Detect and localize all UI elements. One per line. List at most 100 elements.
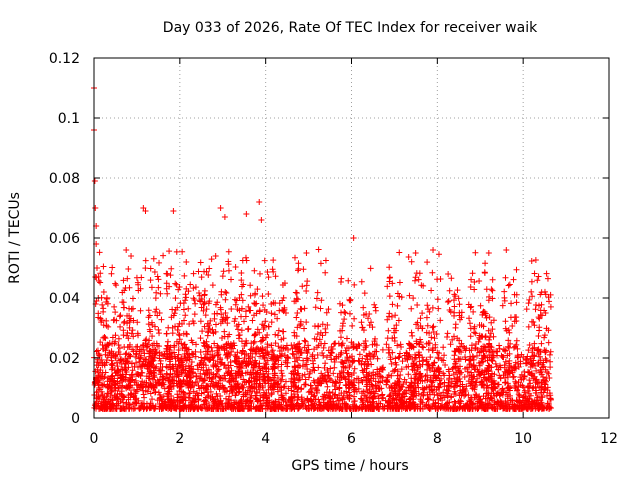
data-point-bg [395, 354, 402, 361]
data-point-bg [117, 356, 124, 363]
data-point-bg [431, 359, 438, 366]
data-point-bg [190, 405, 197, 412]
data-point-bg [291, 329, 298, 336]
data-point-bg [346, 354, 353, 361]
data-point-bg [115, 342, 122, 349]
data-point-bg [393, 382, 400, 389]
data-point-bg [429, 304, 436, 311]
data-point-bg [168, 353, 175, 360]
data-point-bg [291, 341, 298, 348]
data-point-bg [384, 283, 391, 290]
data-point-bg [331, 359, 338, 366]
data-point-bg [451, 291, 458, 298]
data-point-bg [312, 304, 319, 311]
data-point-bg [407, 354, 414, 361]
data-point-bg [466, 401, 473, 408]
data-point-bg [498, 399, 505, 406]
data-point-bg [108, 388, 115, 395]
data-point-bg [265, 380, 272, 387]
data-point-bg [468, 342, 475, 349]
data-point-bg [496, 372, 503, 379]
data-point-bg [98, 356, 105, 363]
data-point [94, 265, 101, 271]
data-point-bg [124, 275, 131, 282]
data-point-bg [110, 317, 117, 324]
data-point-bg [239, 381, 246, 388]
data-point-bg [507, 314, 514, 321]
data-point-bg [541, 332, 548, 339]
data-point-bg [461, 392, 468, 399]
data-point-bg [334, 373, 341, 380]
data-point-bg [521, 389, 528, 396]
data-point-bg [272, 356, 279, 363]
data-point-bg [125, 364, 132, 371]
data-point-bg [186, 365, 193, 372]
data-point-bg [379, 403, 386, 410]
data-point-bg [117, 323, 124, 330]
data-point-bg [431, 335, 438, 342]
data-point-bg [214, 393, 221, 400]
data-point-bg [471, 325, 478, 332]
data-point-bg [408, 258, 415, 265]
x-tick-label: 0 [90, 431, 99, 447]
data-point-bg [279, 404, 286, 411]
data-point-bg [135, 364, 142, 371]
data-point-bg [142, 257, 149, 264]
data-point-bg [403, 387, 410, 394]
data-point-bg [95, 385, 102, 392]
data-point-bg [113, 359, 120, 366]
data-point-bg [248, 405, 255, 412]
data-point-bg [205, 366, 212, 373]
data-point-bg [346, 382, 353, 389]
data-point-bg [534, 277, 541, 284]
data-point-bg [543, 392, 550, 399]
data-point-bg [97, 270, 104, 277]
data-point-bg [500, 354, 507, 361]
data-point-bg [295, 377, 302, 384]
data-point-bg [329, 389, 336, 396]
data-point-bg [529, 385, 536, 392]
data-point-bg [221, 361, 228, 368]
data-point-bg [423, 402, 430, 409]
data-point-bg [436, 390, 443, 397]
data-point-bg [461, 373, 468, 380]
data-point-bg [318, 340, 325, 347]
data-point-bg [126, 353, 133, 360]
data-point-bg [290, 351, 297, 358]
data-point-bg [268, 300, 275, 307]
data-point-bg [280, 384, 287, 391]
data-point-bg [279, 328, 286, 335]
data-point-bg [454, 374, 461, 381]
data-point-bg [466, 364, 473, 371]
data-point-bg [256, 386, 263, 393]
data-point-bg [546, 374, 553, 381]
data-point-bg [518, 405, 525, 412]
data-point-bg [262, 377, 269, 384]
data-point-bg [175, 351, 182, 358]
data-point-bg [496, 404, 503, 411]
data-point-bg [343, 344, 350, 351]
data-point-bg [466, 361, 473, 368]
data-point-bg [489, 326, 496, 333]
data-point-bg [376, 372, 383, 379]
data-point-bg [350, 369, 357, 376]
data-point-bg [170, 380, 177, 387]
data-point-bg [531, 401, 538, 408]
axis-ticks [93, 57, 610, 419]
data-point-bg [251, 338, 258, 345]
data-point-bg [491, 401, 498, 408]
data-point-bg [414, 302, 421, 309]
data-point-bg [112, 370, 119, 377]
data-point-bg [470, 363, 477, 370]
data-point-bg [234, 370, 241, 377]
data-point-bg [425, 306, 432, 313]
data-point-bg [356, 351, 363, 358]
data-point-bg [243, 400, 250, 407]
data-point-bg [198, 304, 205, 311]
data-point-bg [342, 375, 349, 382]
data-point-bg [252, 301, 259, 308]
data-point-bg [123, 358, 130, 365]
data-point-bg [197, 375, 204, 382]
data-point-bg [502, 358, 509, 365]
data-point-bg [313, 387, 320, 394]
